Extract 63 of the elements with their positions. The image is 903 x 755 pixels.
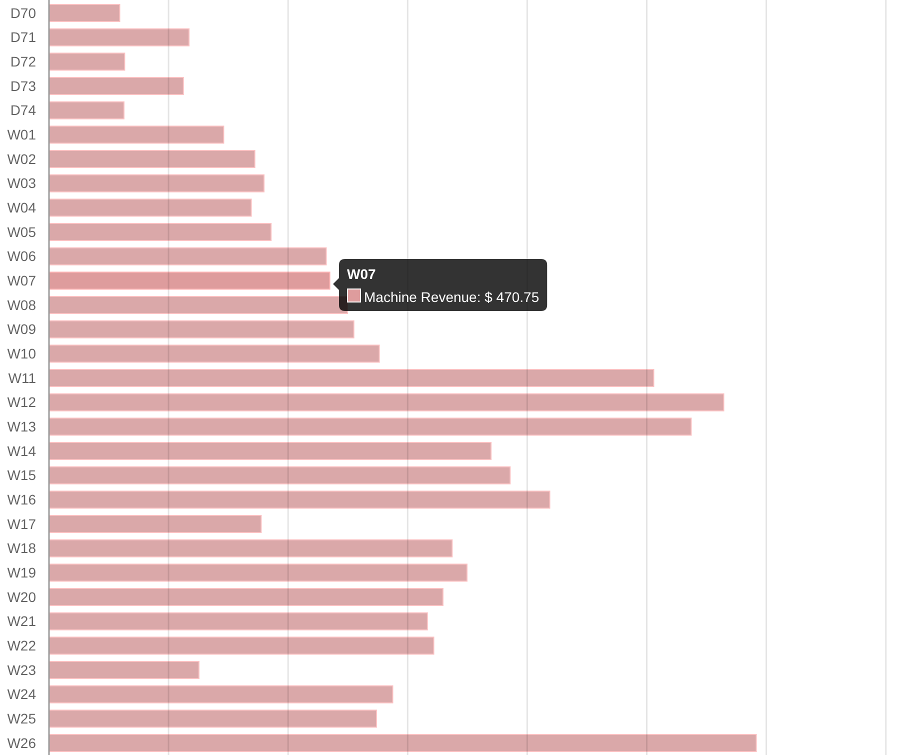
y-tick-label: W05 <box>7 224 36 240</box>
y-tick-label: W23 <box>7 662 36 678</box>
bar <box>48 418 692 436</box>
y-tick-label: W12 <box>7 394 36 410</box>
y-tick-label: W01 <box>7 126 36 143</box>
bar <box>48 198 252 217</box>
bar <box>48 393 724 412</box>
y-tick-label: D73 <box>10 78 36 94</box>
bar <box>48 222 272 242</box>
y-tick-label: W10 <box>7 346 36 362</box>
bar <box>48 442 492 460</box>
bar <box>48 320 354 338</box>
bar <box>48 685 394 704</box>
bar <box>48 368 654 388</box>
bar <box>48 174 265 192</box>
y-tick-label: W19 <box>7 564 36 581</box>
y-tick-label: W06 <box>7 248 36 264</box>
bar <box>48 4 120 22</box>
annotation: Machine Revenue: $ 470.75 <box>364 289 540 305</box>
bar <box>48 539 453 558</box>
y-tick-label: W08 <box>7 296 36 313</box>
y-tick-label: W26 <box>7 734 36 751</box>
y-tick-label: W13 <box>7 418 36 435</box>
bar <box>48 490 550 509</box>
bar <box>48 588 444 606</box>
bar <box>48 52 126 71</box>
y-tick-label: W17 <box>7 516 36 532</box>
y-tick-label: W18 <box>7 540 36 556</box>
y-tick-label: W09 <box>7 321 36 338</box>
bar <box>48 734 757 752</box>
bar <box>48 28 190 46</box>
bar <box>48 564 468 582</box>
bar <box>48 660 200 680</box>
bar <box>48 272 330 290</box>
bar <box>48 76 184 96</box>
bar <box>48 466 511 484</box>
y-tick-label: W21 <box>7 613 36 630</box>
y-tick-label: W20 <box>7 588 36 605</box>
y-tick-label: W04 <box>7 200 36 216</box>
y-tick-label: W25 <box>7 710 36 727</box>
y-tick-label: W03 <box>7 175 36 192</box>
y-tick-label: W16 <box>7 492 36 508</box>
y-tick-label: W07 <box>7 272 36 289</box>
y-tick-label: W15 <box>7 467 36 484</box>
y-tick-label: W14 <box>7 442 36 459</box>
bar <box>48 247 327 266</box>
y-tick-label: W22 <box>7 638 36 654</box>
bar <box>48 710 377 728</box>
y-tick-label: D74 <box>10 102 36 118</box>
bar <box>48 636 434 655</box>
bar <box>48 101 124 120</box>
bar <box>48 150 256 168</box>
bar <box>48 612 428 630</box>
y-tick-label: D71 <box>10 29 36 46</box>
bar <box>48 344 380 363</box>
annotation: W07 <box>347 266 376 282</box>
y-tick-label: D70 <box>10 4 36 21</box>
y-tick-label: W11 <box>8 370 36 386</box>
y-tick-label: W24 <box>7 686 36 702</box>
y-tick-label: W02 <box>7 150 36 167</box>
y-tick-label: D72 <box>10 54 36 70</box>
bar <box>48 514 262 534</box>
bar <box>48 126 224 144</box>
